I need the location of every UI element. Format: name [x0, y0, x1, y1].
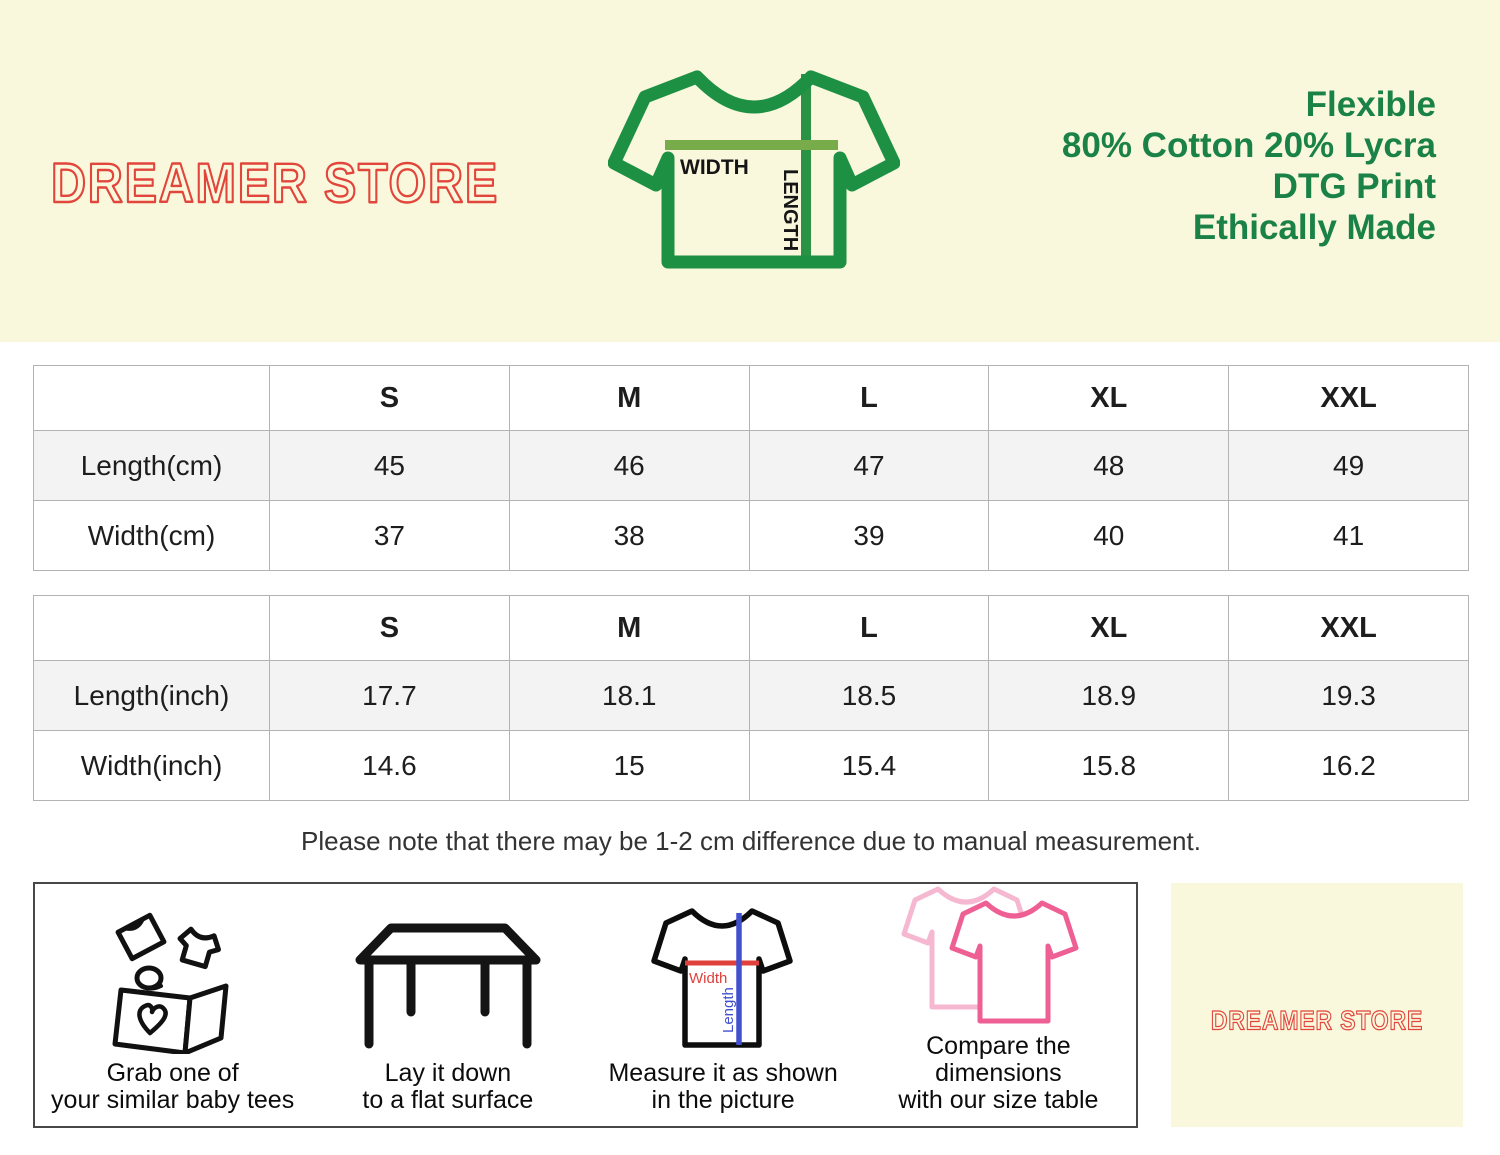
measure-tee-icon: Width Length	[647, 896, 799, 1054]
brand-logo: DREAMER STORE	[50, 150, 499, 215]
corner-cell	[33, 365, 270, 431]
size-value-cell: 18.9	[988, 660, 1230, 731]
caption-line: in the picture	[651, 1086, 795, 1114]
size-table-cm: S M L XL XXL Length(cm) 45 46 47 48 49 Width(cm) 37 3…	[33, 365, 1469, 571]
row-label: Width(inch)	[33, 730, 270, 801]
size-col-header: XXL	[1228, 365, 1469, 431]
feature-line: 80% Cotton 20% Lycra	[1061, 126, 1436, 165]
feature-line: Flexible	[1305, 85, 1436, 124]
measurement-row: Length(cm) 45 46 47 48 49	[33, 430, 1469, 501]
size-col-header: S	[269, 365, 510, 431]
step-flat-surface: Lay it down to a flat surface	[310, 884, 585, 1126]
brand-logo-small: DREAMER STORE	[1210, 1005, 1423, 1036]
table-icon	[353, 896, 543, 1054]
caption-line: your similar baby tees	[51, 1086, 295, 1114]
measurement-row: Width(cm) 37 38 39 40 41	[33, 500, 1469, 571]
caption-line: Compare the dimensions	[926, 1032, 1071, 1087]
top-banner: DREAMER STORE WIDTH LENGTH Flexible 80% …	[0, 0, 1500, 342]
size-col-header: L	[748, 365, 990, 431]
box-of-baby-tees-icon	[93, 896, 253, 1054]
size-value-cell: 39	[748, 500, 990, 571]
size-value-cell: 40	[988, 500, 1230, 571]
measure-length-label: Length	[720, 987, 737, 1033]
measurement-note: Please note that there may be 1-2 cm dif…	[301, 826, 1201, 856]
corner-cell	[33, 595, 270, 661]
size-value-cell: 18.5	[748, 660, 990, 731]
size-value-cell: 17.7	[269, 660, 510, 731]
step-caption: Lay it down to a flat surface	[362, 1060, 533, 1114]
caption-line: Grab one of	[106, 1059, 239, 1087]
step-compare: Compare the dimensions with our size tab…	[861, 884, 1136, 1126]
brand-logo-small-text: DREAMER STORE	[1211, 1006, 1423, 1036]
size-value-cell: 49	[1228, 430, 1469, 501]
size-value-cell: 16.2	[1228, 730, 1469, 801]
size-value-cell: 41	[1228, 500, 1469, 571]
product-features: Flexible 80% Cotton 20% Lycra DTG Print …	[1062, 84, 1436, 248]
step-caption: Measure it as shown in the picture	[608, 1060, 837, 1114]
compare-tees-icon	[898, 879, 1098, 1027]
size-value-cell: 46	[508, 430, 750, 501]
width-label: WIDTH	[680, 156, 749, 179]
size-col-header: M	[508, 365, 750, 431]
feature-line: DTG Print	[1272, 167, 1436, 206]
step-caption: Compare the dimensions with our size tab…	[861, 1033, 1136, 1114]
caption-line: Lay it down	[384, 1059, 512, 1087]
measure-width-label: Width	[689, 970, 727, 987]
size-header-row: S M L XL XXL	[33, 365, 1469, 431]
feature-line: Ethically Made	[1192, 208, 1436, 247]
size-header-row: S M L XL XXL	[33, 595, 1469, 661]
measurement-row: Length(inch) 17.7 18.1 18.5 18.9 19.3	[33, 660, 1469, 731]
size-table-inch: S M L XL XXL Length(inch) 17.7 18.1 18.5 18.9 19.3…	[33, 595, 1469, 801]
row-label: Length(cm)	[33, 430, 270, 501]
size-value-cell: 18.1	[508, 660, 750, 731]
size-value-cell: 47	[748, 430, 990, 501]
size-value-cell: 45	[269, 430, 510, 501]
size-value-cell: 15.8	[988, 730, 1230, 801]
how-to-measure-box: Grab one of your similar baby tees Lay i…	[33, 882, 1138, 1128]
size-col-header: XL	[988, 595, 1230, 661]
brand-logo-text: DREAMER STORE	[51, 151, 499, 214]
size-col-header: XXL	[1228, 595, 1469, 661]
step-caption: Grab one of your similar baby tees	[51, 1060, 294, 1114]
size-col-header: L	[748, 595, 990, 661]
step-grab-tee: Grab one of your similar baby tees	[35, 884, 310, 1126]
row-label: Width(cm)	[33, 500, 270, 571]
row-label: Length(inch)	[33, 660, 270, 731]
size-value-cell: 48	[988, 430, 1230, 501]
size-value-cell: 15	[508, 730, 750, 801]
size-value-cell: 37	[269, 500, 510, 571]
caption-line: Measure it as shown	[608, 1059, 838, 1087]
brand-box: DREAMER STORE	[1171, 883, 1463, 1127]
size-col-header: M	[508, 595, 750, 661]
size-value-cell: 38	[508, 500, 750, 571]
size-value-cell: 14.6	[269, 730, 510, 801]
size-col-header: S	[269, 595, 510, 661]
measurement-row: Width(inch) 14.6 15 15.4 15.8 16.2	[33, 730, 1469, 801]
size-value-cell: 15.4	[748, 730, 990, 801]
crop-tee-measurement-diagram: WIDTH LENGTH	[608, 70, 900, 269]
tee-outline	[608, 70, 900, 269]
caption-line: with our size table	[898, 1086, 1099, 1114]
size-col-header: XL	[988, 365, 1230, 431]
caption-line: to a flat surface	[362, 1086, 534, 1114]
step-measure: Width Length Measure it as shown in the …	[586, 884, 861, 1126]
size-value-cell: 19.3	[1228, 660, 1469, 731]
length-label: LENGTH	[779, 169, 801, 251]
